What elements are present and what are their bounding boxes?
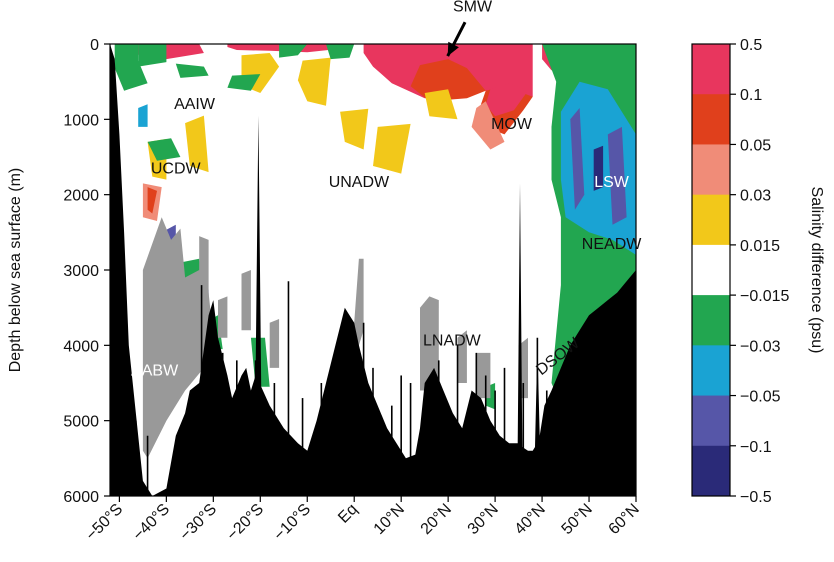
colorbar-bin [692,94,730,145]
salinity-anomaly-region [340,108,369,150]
missing-data-region [457,330,467,383]
colorbar: 0.5 0.1 0.05 0.03 0.015 −0.015 −0.03 −0.05 −0.1 −… [691,37,789,506]
water-mass-label: NEADW [582,236,642,253]
salinity-anomaly-region [326,44,355,60]
colorbar-bin [692,244,730,296]
water-mass-label: AAIW [174,96,216,113]
water-mass-label: MOW [491,116,533,133]
missing-data-region [218,296,228,338]
colorbar-tick-label: −0.5 [740,489,772,506]
colorbar-bin [692,194,730,246]
colorbar-bin [692,395,730,447]
x-tick-label: 30°N [465,501,502,538]
water-mass-label: SMW [453,0,493,16]
y-tick-label: 0 [90,37,99,54]
x-tick-label: −30°S [177,501,220,544]
colorbar-tick-label: 0.5 [740,37,762,54]
y-tick-label: 4000 [63,338,99,355]
y-tick-label: 2000 [63,188,99,205]
colorbar-bin [692,44,730,95]
x-tick-label: −20°S [224,501,267,544]
y-tick-label: 1000 [63,112,99,129]
colorbar-bin [692,345,730,397]
salinity-anomaly-region [138,44,167,67]
salinity-anomaly-region [279,44,308,58]
salinity-anomaly-region [373,123,411,174]
salinity-anomaly-region [570,108,585,210]
colorbar-tick-label: 0.05 [740,137,771,154]
missing-data-region [476,352,491,399]
colorbar-tick-label: −0.03 [740,338,781,355]
salinity-anomaly-region [410,59,486,102]
colorbar-bin [692,295,730,346]
colorbar-frame [691,43,731,497]
salinity-anomaly-region [138,104,148,127]
water-mass-label: UNADW [329,174,390,191]
colorbar-bin [692,144,730,196]
plot-area [110,44,636,496]
missing-data-region [420,296,439,391]
salinity-anomaly-region [175,63,209,78]
x-tick-label: −50°S [83,501,126,544]
x-tick-label: 60°N [606,501,643,538]
missing-data-region [142,217,214,459]
salinity-anomaly-region [607,126,627,225]
water-mass-label: LSW [594,174,630,191]
y-tick-label: 6000 [63,489,99,506]
x-tick-label: −10°S [271,501,314,544]
colorbar-tick-label: 0.1 [740,87,762,104]
salinity-anomaly-region [227,74,261,91]
water-mass-label: UCDW [151,161,202,178]
water-mass-label: LNADW [423,332,482,349]
smw-arrow-head [447,41,459,57]
salinity-anomaly-region [485,83,528,117]
x-tick-label: −40°S [130,501,173,544]
salinity-anomaly-region [297,57,331,106]
x-tick-label: 20°N [418,501,455,538]
salinity-anomaly-region [147,138,181,161]
y-axis-label: Depth below sea surface (m) [7,168,24,373]
colorbar-label: Salinity difference (psu) [808,187,825,354]
salinity-anomaly-region [185,115,209,173]
missing-data-region [269,319,280,368]
y-tick-label: 5000 [63,414,99,431]
colorbar-tick-label: −0.05 [740,389,781,406]
salinity-anomaly-region [471,101,505,150]
colorbar-tick-label: 0.03 [740,188,771,205]
missing-data-region [241,270,251,331]
x-tick-label: 10°N [371,501,408,538]
bathymetry [110,44,636,496]
colorbar-bin [692,445,730,497]
y-tick-label: 3000 [63,263,99,280]
colorbar-tick-label: 0.015 [740,238,780,255]
colorbar-tick-label: −0.015 [740,288,789,305]
salinity-anomaly-region [147,187,157,214]
colorbar-tick-label: −0.1 [740,439,772,456]
salinity-anomaly-region [593,145,604,191]
x-tick-label: Eq [335,501,361,527]
x-tick-label: 50°N [559,501,596,538]
x-tick-label: 40°N [512,501,549,538]
salinity-anomaly-region [424,89,458,120]
salinity-anomaly-region [114,44,148,91]
missing-data-region [199,236,209,301]
water-mass-label: AABW [131,362,179,379]
